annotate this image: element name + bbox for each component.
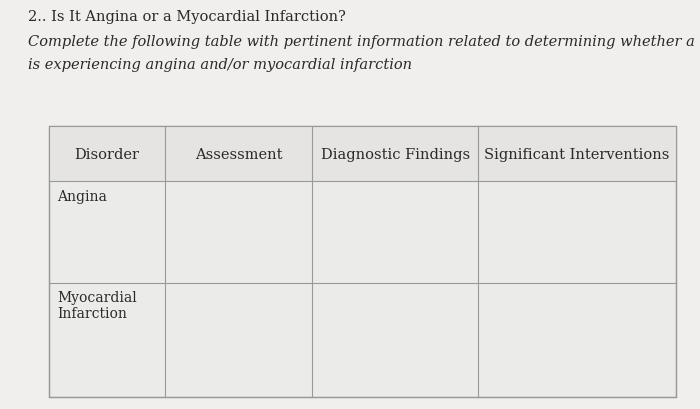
Text: Significant Interventions: Significant Interventions xyxy=(484,147,669,162)
Text: Assessment: Assessment xyxy=(195,147,282,162)
Text: is experiencing angina and/or myocardial infarction: is experiencing angina and/or myocardial… xyxy=(28,58,412,72)
Text: Diagnostic Findings: Diagnostic Findings xyxy=(321,147,470,162)
Text: Disorder: Disorder xyxy=(74,147,139,162)
Text: Complete the following table with pertinent information related to determining w: Complete the following table with pertin… xyxy=(28,35,700,49)
Text: Angina: Angina xyxy=(57,189,107,203)
Text: 2.. Is It Angina or a Myocardial Infarction?: 2.. Is It Angina or a Myocardial Infarct… xyxy=(28,10,346,24)
Text: Myocardial
Infarction: Myocardial Infarction xyxy=(57,290,137,320)
